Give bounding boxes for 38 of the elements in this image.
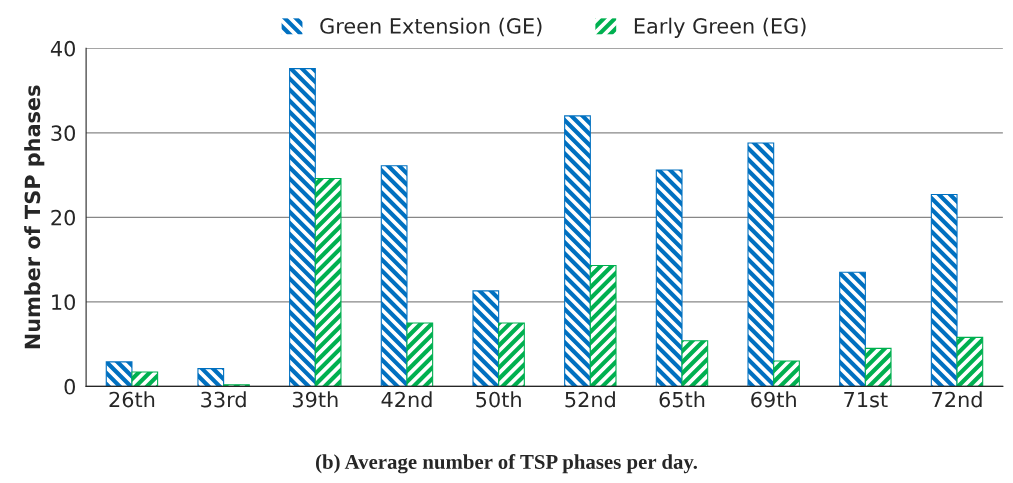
bar	[564, 115, 591, 387]
bar	[839, 271, 866, 387]
y-tick-label: 20	[51, 209, 75, 226]
bar	[406, 322, 434, 387]
y-tick-label: 0	[64, 378, 75, 395]
bar	[197, 368, 225, 387]
x-tick-label: 33rd	[201, 391, 246, 408]
y-tick-label: 30	[51, 125, 75, 142]
bar	[930, 193, 958, 387]
x-tick-label: 72nd	[932, 391, 982, 408]
x-tick-label: 71st	[844, 391, 888, 408]
legend-label: Green Extension (GE)	[320, 17, 542, 37]
text: (b) Average number of TSP phases per day.	[316, 454, 697, 474]
bar	[589, 264, 617, 387]
bar	[773, 360, 800, 387]
y-tick-label: 40	[50, 40, 75, 57]
y-tick-label: 10	[52, 294, 75, 311]
bar	[681, 340, 709, 387]
x-tick-label: 26th	[109, 391, 155, 408]
x-tick-label: 65th	[659, 391, 705, 408]
bar	[131, 371, 159, 387]
bar	[864, 347, 892, 387]
bar	[314, 177, 342, 387]
bar	[655, 169, 683, 387]
x-tick-label: 50th	[476, 391, 521, 408]
bar	[105, 361, 133, 387]
bar	[498, 322, 525, 387]
bar	[380, 165, 408, 387]
bar	[472, 290, 500, 387]
legend-label: Early Green (EG)	[634, 17, 806, 38]
y-axis-title: Number of TSP phases	[24, 85, 45, 349]
bar	[747, 142, 775, 387]
x-tick-label: 39th	[292, 391, 338, 408]
bar	[289, 68, 316, 387]
x-tick-label: 42nd	[381, 391, 432, 408]
bar	[956, 336, 984, 387]
x-tick-label: 52nd	[565, 391, 615, 408]
x-tick-label: 69th	[751, 391, 796, 408]
